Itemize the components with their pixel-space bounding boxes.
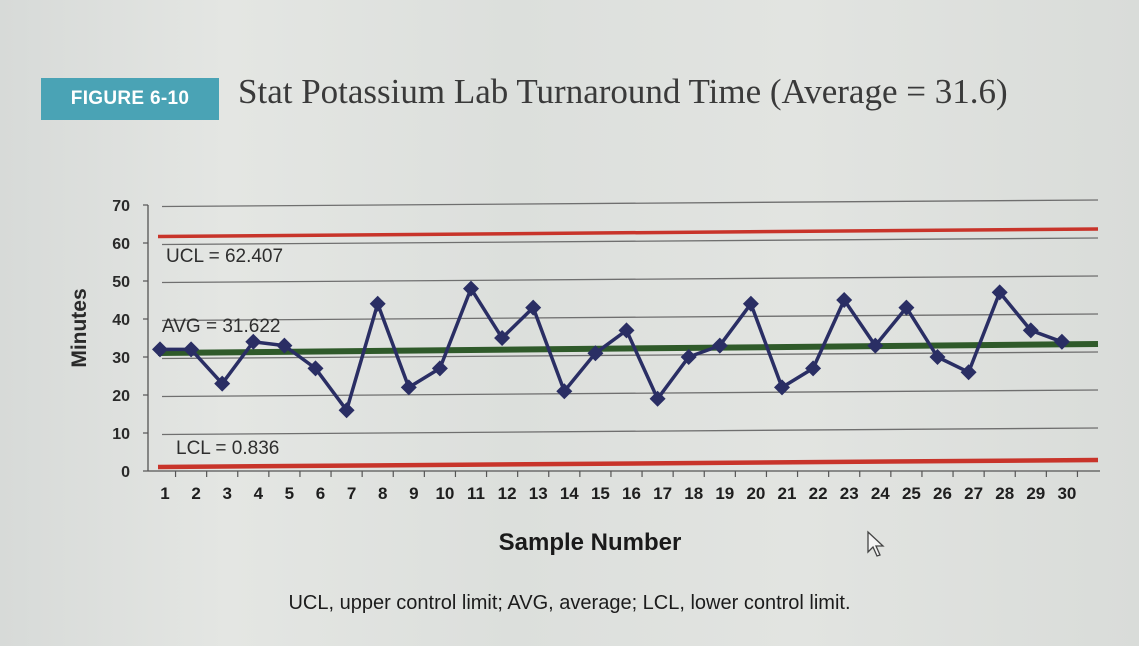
data-point: [742, 295, 759, 312]
data-point: [494, 330, 511, 346]
data-point: [525, 299, 542, 316]
gridlines: [161, 199, 1099, 436]
data-point: [338, 402, 355, 419]
y-tick-label: 50: [112, 274, 130, 291]
series-line: [160, 286, 1063, 412]
data-point: [805, 360, 822, 377]
x-tick-label: 8: [378, 484, 387, 503]
x-axis: 1 2 3 4 5 6 7 8 9 10 11 12 13 14 15 16 17 18 19 20 21 22 23 24 2…: [148, 470, 1100, 503]
y-axis: 0 10 20 30 40 50 60 70: [112, 198, 149, 481]
data-point: [1053, 333, 1070, 350]
x-tick-label: 25: [902, 484, 921, 503]
x-tick-label: 16: [622, 484, 641, 503]
data-point: [649, 390, 666, 407]
data-point: [836, 292, 853, 308]
data-point: [400, 379, 417, 396]
data-point: [183, 341, 200, 358]
y-tick-label: 40: [112, 312, 130, 329]
x-tick-label: 28: [995, 484, 1014, 503]
x-tick-label: 23: [840, 484, 859, 503]
x-tick-label: 27: [964, 484, 983, 503]
x-tick-label: 9: [409, 484, 418, 503]
data-point: [369, 295, 386, 312]
data-point: [556, 383, 573, 400]
data-series: [152, 280, 1070, 419]
y-tick-label: 60: [112, 236, 130, 253]
x-tick-label: 30: [1057, 484, 1076, 503]
gridline: [161, 389, 1099, 398]
x-tick-label: 18: [684, 484, 703, 503]
avg-line: [157, 341, 1099, 356]
data-point: [463, 280, 479, 297]
x-tick-label: 1: [160, 484, 169, 503]
x-tick-label: 20: [746, 484, 765, 503]
y-axis-label: Minutes: [68, 288, 91, 367]
lcl-label: LCL = 0.836: [176, 438, 279, 459]
x-axis-label: Sample Number: [499, 529, 682, 556]
y-tick-label: 0: [121, 464, 130, 481]
x-tick-label: 4: [254, 484, 264, 503]
avg-label: AVG = 31.622: [162, 316, 280, 337]
y-tick-label: 30: [112, 350, 130, 367]
ucl-label: UCL = 62.407: [166, 246, 283, 267]
lcl-line: [157, 457, 1099, 470]
x-tick-label: 3: [222, 484, 231, 503]
mouse-pointer-icon: [867, 530, 885, 557]
x-tick-label: 14: [560, 484, 579, 503]
data-point: [152, 341, 168, 358]
gridline: [161, 199, 1099, 208]
x-tick-label: 19: [715, 484, 734, 503]
reference-lines: UCL = 62.407 AVG = 31.622 LCL = 0.836: [157, 227, 1099, 470]
data-point: [774, 379, 790, 396]
gridline: [161, 237, 1099, 246]
data-point: [991, 284, 1008, 301]
x-tick-label: 6: [316, 484, 325, 503]
gridline: [161, 275, 1099, 284]
data-point: [431, 360, 448, 377]
data-point: [867, 337, 884, 354]
data-point: [680, 349, 697, 365]
data-point: [307, 360, 324, 377]
data-point: [929, 349, 946, 365]
x-tick-label: 2: [191, 484, 200, 503]
x-tick-label: 26: [933, 484, 952, 503]
x-tick-label: 13: [529, 484, 548, 503]
x-tick-label: 22: [809, 484, 828, 503]
x-tick-label: 17: [653, 484, 672, 503]
data-point: [276, 337, 293, 354]
x-tick-label: 11: [467, 484, 485, 503]
x-tick-label: 15: [591, 484, 610, 503]
data-point: [960, 364, 977, 381]
y-tick-label: 10: [112, 426, 130, 443]
y-tick-label: 70: [112, 198, 130, 215]
x-tick-label: 5: [285, 484, 294, 503]
figure-caption: UCL, upper control limit; AVG, average; …: [288, 592, 851, 614]
data-point: [587, 345, 604, 362]
data-point: [1022, 322, 1039, 339]
data-point: [618, 322, 635, 339]
gridline: [161, 351, 1099, 360]
gridline: [161, 313, 1099, 322]
ucl-line: [157, 227, 1099, 239]
data-point: [214, 375, 231, 392]
x-tick-label: 7: [347, 484, 356, 503]
x-tick-label: 12: [498, 484, 517, 503]
x-tick-label: 24: [871, 484, 890, 503]
figure-label: FIGURE 6-10: [41, 78, 219, 120]
figure-title: Stat Potassium Lab Turnaround Time (Aver…: [238, 72, 1008, 111]
x-tick-label: 10: [435, 484, 454, 503]
data-point: [711, 337, 728, 354]
gridline: [161, 427, 1099, 436]
data-point: [245, 333, 262, 350]
x-tick-label: 29: [1026, 484, 1045, 503]
x-tick-label: 21: [778, 484, 797, 503]
y-tick-label: 20: [112, 388, 130, 405]
data-point: [898, 299, 915, 316]
